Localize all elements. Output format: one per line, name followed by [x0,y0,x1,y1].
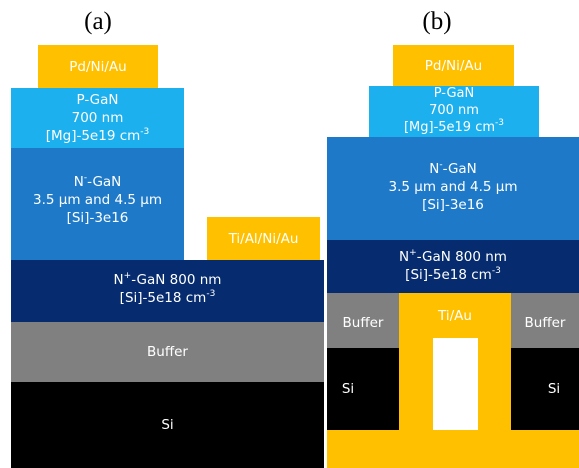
b-substrate-right-label: Si [547,381,561,397]
b-buffer-right: Buffer [511,293,579,348]
a-top-contact: Pd/Ni/Au [38,45,158,88]
b-pgan-layer: P-GaN 700 nm [Mg]-5e19 cm-3 [369,86,539,137]
b-buffer-left: Buffer [327,293,399,348]
b-nplus-name: N+-GaN 800 nm [399,248,507,266]
a-ngan-doping: [Si]-3e16 [66,210,129,226]
a-ngan-layer: N--GaN 3.5 µm and 4.5 µm [Si]-3e16 [11,148,184,260]
b-trench-cavity [433,338,478,430]
b-ngan-layer: N--GaN 3.5 µm and 4.5 µm [Si]-3e16 [327,137,579,240]
b-ngan-thickness: 3.5 µm and 4.5 µm [388,179,518,195]
b-ngan-name: N--GaN [429,160,477,178]
b-nplus-doping: [Si]-5e18 cm-3 [405,266,501,284]
b-pgan-name: P-GaN [433,86,475,101]
a-substrate-label: Si [161,417,174,433]
a-side-contact-label: Ti/Al/Ni/Au [228,231,299,247]
b-bottom-edge [327,460,579,468]
b-buffer-right-label: Buffer [524,315,566,331]
b-substrate-left: Si [327,348,399,430]
b-pgan-thickness: 700 nm [429,103,479,118]
b-backside-contact-label: Ti/Au [438,308,472,324]
a-pgan-thickness: 700 nm [71,110,124,126]
a-nplus-layer: N+-GaN 800 nm [Si]-5e18 cm-3 [11,260,324,322]
a-ngan-name: N--GaN [73,173,122,191]
a-pgan-doping: [Mg]-5e19 cm-3 [45,127,150,145]
b-top-contact-label: Pd/Ni/Au [424,58,483,74]
figure-b-label: (b) [422,8,452,35]
b-nplus-layer: N+-GaN 800 nm [Si]-5e18 cm-3 [327,240,579,293]
b-ngan-doping: [Si]-3e16 [422,197,484,213]
b-top-contact: Pd/Ni/Au [393,45,514,87]
a-top-contact-label: Pd/Ni/Au [69,59,127,75]
a-ngan-thickness: 3.5 µm and 4.5 µm [33,192,162,208]
a-pgan-name: P-GaN [76,92,119,108]
a-nplus-name: N+-GaN 800 nm [113,271,222,289]
b-substrate-right: Si [511,348,579,430]
a-pgan-layer: P-GaN 700 nm [Mg]-5e19 cm-3 [11,88,184,148]
b-substrate-left-label: Si [341,381,355,397]
a-buffer-label: Buffer [147,344,188,360]
a-substrate-layer: Si [11,382,324,468]
a-nplus-doping: [Si]-5e18 cm-3 [119,289,216,307]
a-buffer-layer: Buffer [11,322,324,382]
a-side-contact: Ti/Al/Ni/Au [207,217,320,260]
figure-a-label: (a) [84,8,112,35]
b-pgan-doping: [Mg]-5e19 cm-3 [403,118,505,136]
b-buffer-left-label: Buffer [342,315,384,331]
